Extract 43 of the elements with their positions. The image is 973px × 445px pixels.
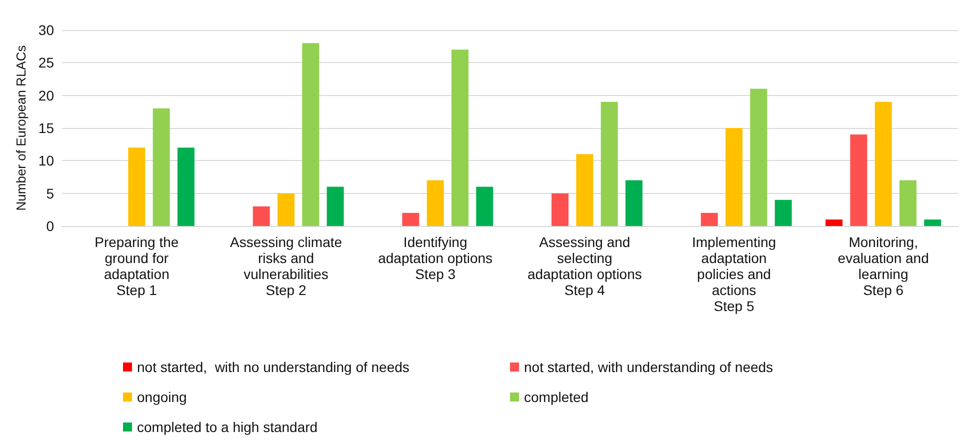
bar — [826, 219, 843, 226]
y-tick-label: 20 — [38, 87, 54, 104]
bar — [850, 134, 868, 226]
bar — [874, 102, 892, 226]
bar — [924, 219, 942, 226]
bar — [302, 43, 320, 226]
legend-label: not started, with understanding of needs — [524, 359, 774, 375]
bar — [576, 154, 594, 226]
bar — [402, 212, 420, 226]
bar — [451, 50, 468, 226]
legend-label: completed — [524, 389, 589, 405]
legend-label: not started, with no understanding of needs — [137, 359, 410, 375]
bar — [774, 200, 792, 226]
bar — [600, 102, 618, 226]
y-tick-label: 0 — [46, 218, 54, 234]
bar — [426, 180, 444, 226]
bar — [899, 180, 916, 226]
y-tick-label: 10 — [38, 152, 54, 169]
y-tick-label: 25 — [38, 54, 54, 71]
bar — [326, 186, 344, 226]
x-tick-label: Monitoring, evaluation and learning Step 6 — [838, 234, 929, 298]
y-tick-label: 15 — [38, 120, 54, 136]
bar — [700, 212, 718, 226]
x-tick-label: Implementing adaptation policies and actions Step 5 — [692, 234, 776, 314]
bar — [177, 148, 194, 226]
bar — [252, 206, 270, 226]
x-tick-label: Identifying adaptation options Step 3 — [378, 234, 493, 282]
y-axis-title: Number of European RLACs — [14, 44, 29, 211]
bar — [750, 88, 768, 226]
legend-label: ongoing — [137, 389, 187, 405]
bar — [625, 180, 642, 226]
bar — [552, 193, 569, 226]
y-tick-label: 30 — [38, 22, 54, 38]
x-tick-label: Assessing climate risks and vulnerabilities Step 2 — [230, 234, 342, 298]
bar — [726, 128, 742, 226]
x-tick-label: Preparing the ground for adaptation Step 1 — [94, 234, 179, 298]
bar — [128, 148, 146, 226]
x-tick-label: Assessing and selecting adaptation options Step 4 — [527, 234, 642, 298]
bar — [476, 186, 494, 226]
bar — [278, 193, 294, 226]
bar — [152, 108, 170, 226]
y-tick-label: 5 — [46, 185, 54, 202]
legend-label: completed to a high standard — [137, 419, 318, 435]
